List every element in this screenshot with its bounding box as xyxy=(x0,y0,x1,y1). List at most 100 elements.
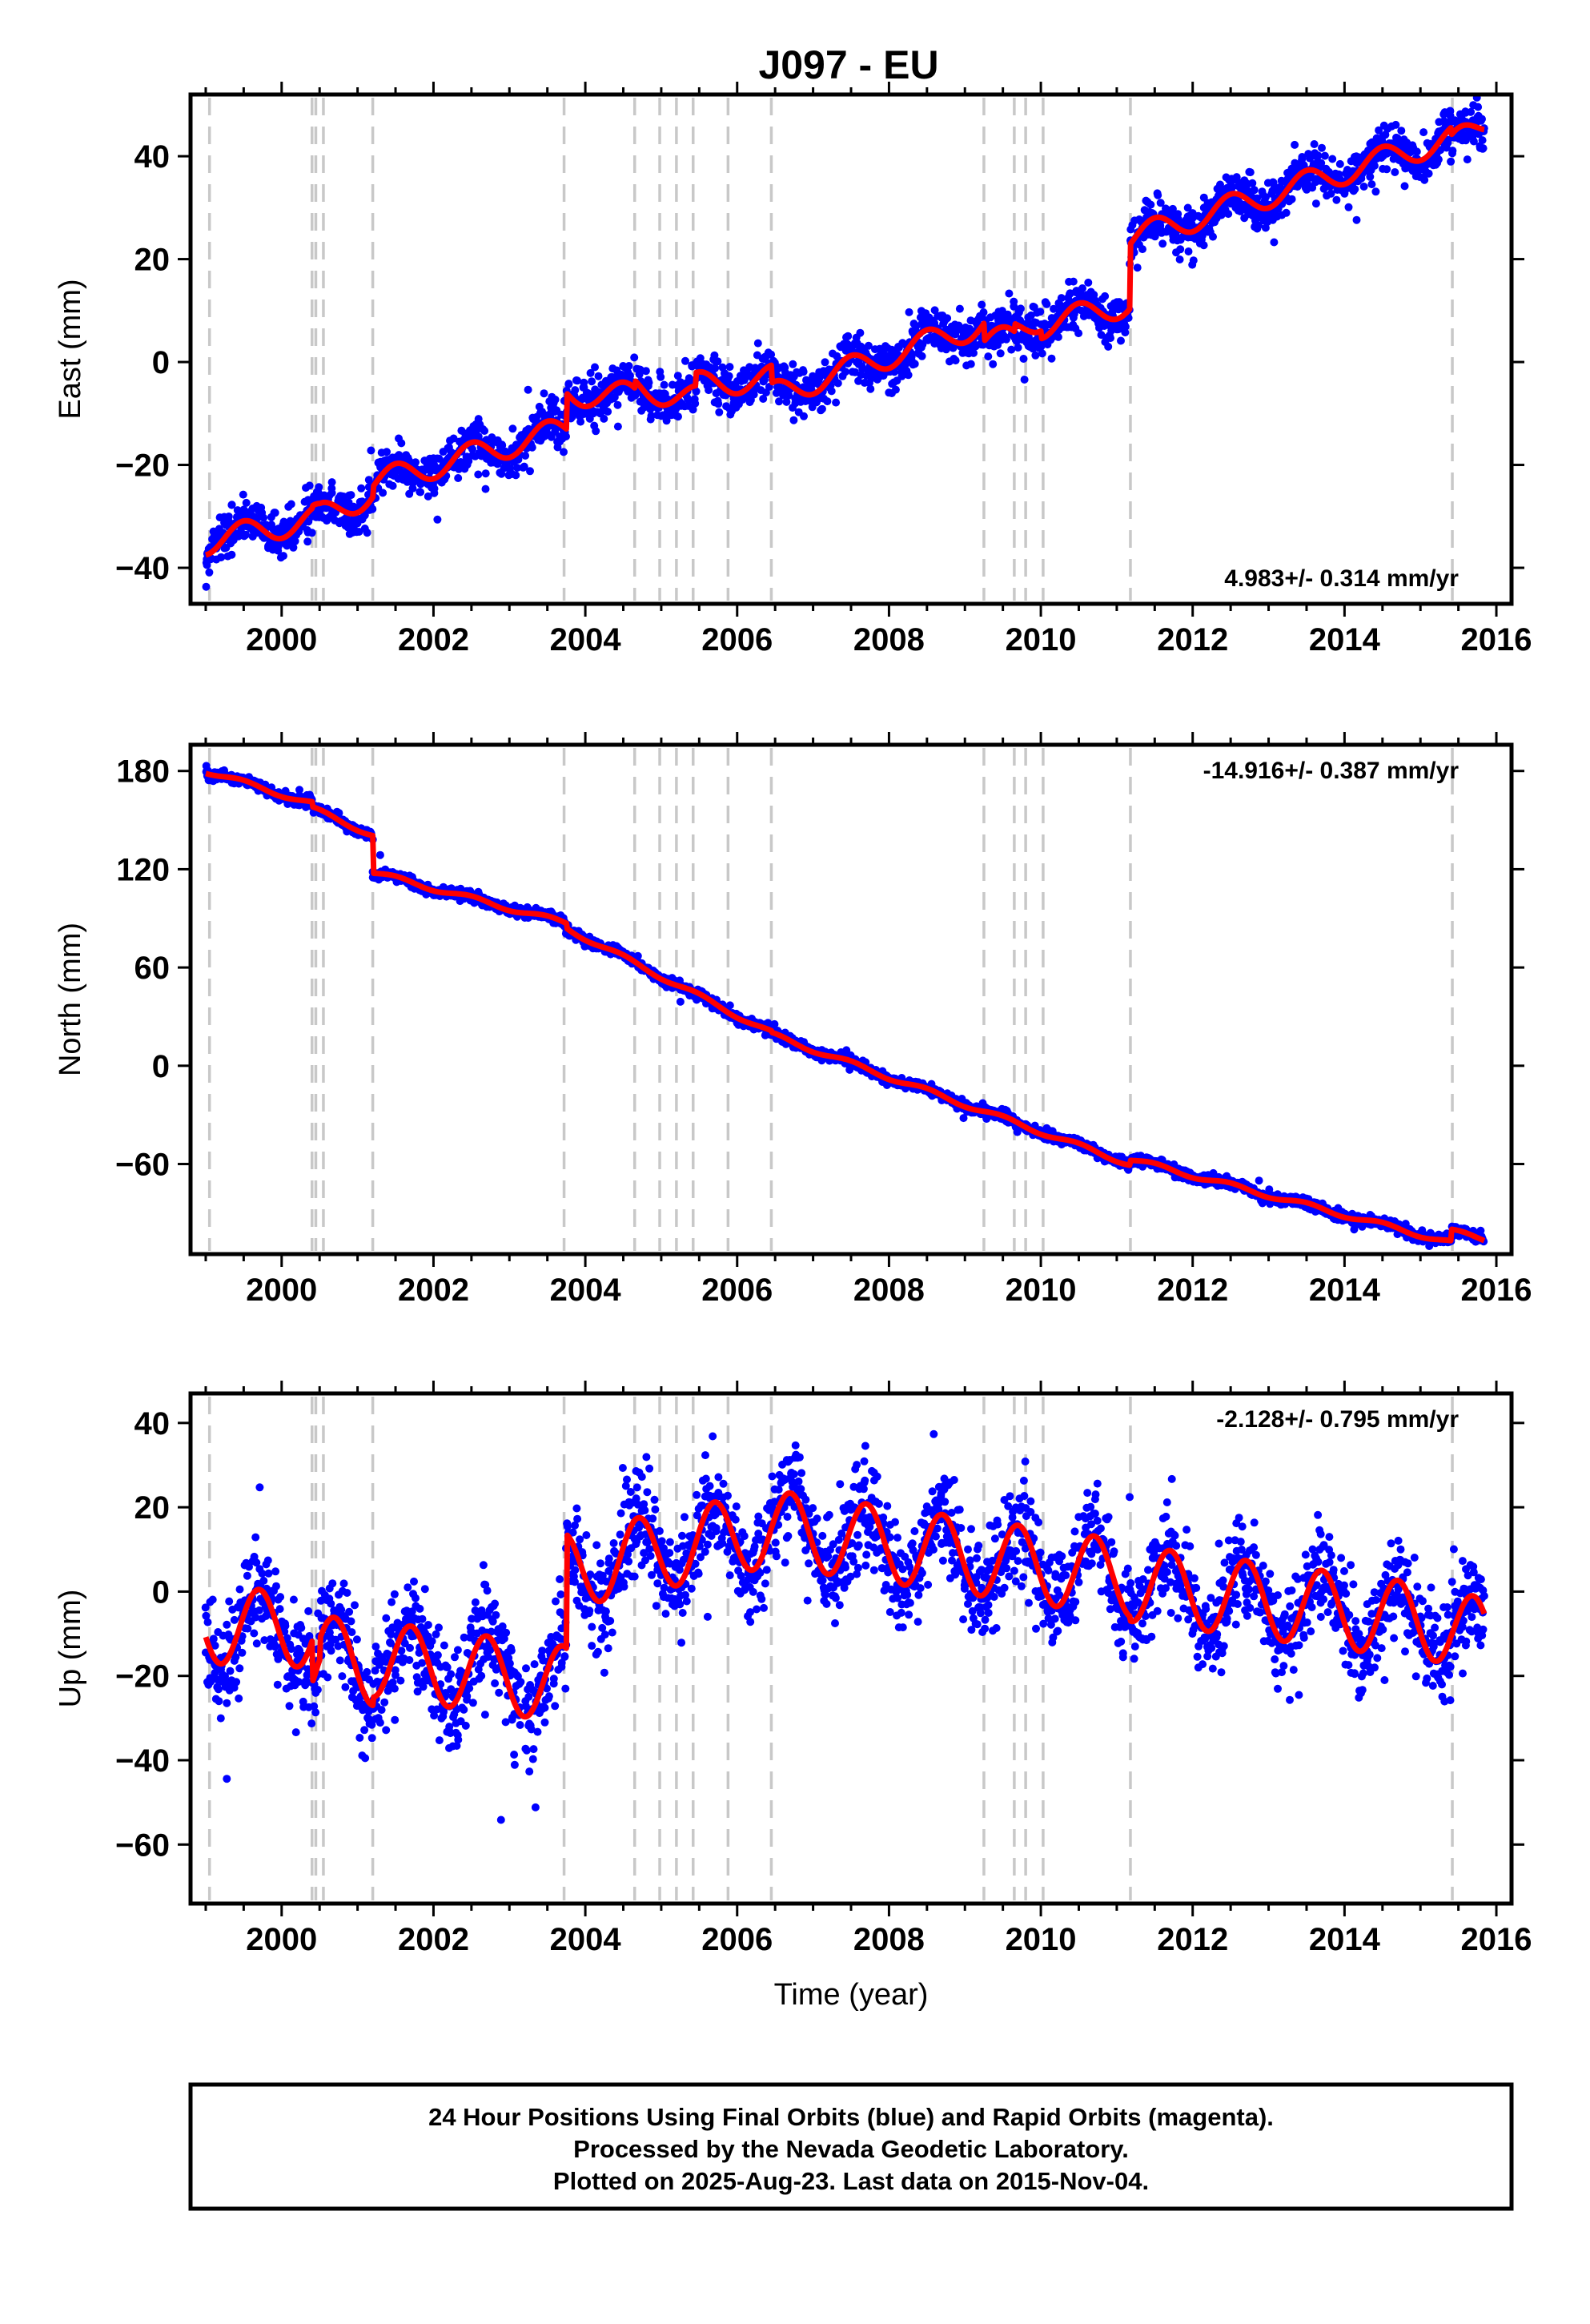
data-point xyxy=(1232,175,1241,184)
data-point xyxy=(480,427,489,435)
y-tick-label: −40 xyxy=(115,551,170,586)
data-point xyxy=(573,376,581,385)
panel-east: 2000 2002 2004 2006 2008 2010 2012 2014 2016−40−… xyxy=(54,82,1532,657)
data-point xyxy=(1282,208,1291,217)
data-point xyxy=(584,389,592,398)
data-point xyxy=(588,377,596,386)
data-point xyxy=(1478,136,1487,145)
data-point xyxy=(1412,147,1421,156)
data-point xyxy=(685,396,693,404)
data-point xyxy=(1478,115,1486,123)
data-point xyxy=(203,561,211,569)
data-point xyxy=(560,448,568,456)
data-point xyxy=(239,490,247,499)
x-tick-label: 2010 xyxy=(1006,622,1077,657)
data-point xyxy=(1174,210,1182,219)
data-point xyxy=(568,412,576,421)
data-point xyxy=(1328,155,1337,163)
data-point xyxy=(1168,204,1177,213)
data-point xyxy=(1335,159,1344,168)
data-point xyxy=(1400,182,1409,191)
data-point xyxy=(656,372,665,381)
data-point xyxy=(227,550,236,559)
data-point xyxy=(821,358,829,367)
data-point xyxy=(1419,128,1428,137)
data-point xyxy=(1352,215,1361,224)
data-point xyxy=(904,371,913,380)
y-tick-label: 20 xyxy=(135,243,171,278)
data-point xyxy=(1050,304,1058,313)
data-point xyxy=(1038,349,1046,358)
data-point xyxy=(641,367,650,376)
data-point xyxy=(1351,185,1359,194)
data-points xyxy=(202,762,1488,1250)
data-point xyxy=(1074,329,1083,338)
data-point xyxy=(1434,155,1443,164)
data-point xyxy=(397,439,406,448)
data-point xyxy=(696,354,705,363)
data-point xyxy=(1042,300,1051,308)
data-point xyxy=(1420,175,1429,184)
data-point xyxy=(725,363,734,372)
data-point xyxy=(1320,151,1329,160)
data-point xyxy=(1270,238,1279,247)
model-line xyxy=(203,122,1487,558)
data-point xyxy=(1209,232,1217,241)
data-point xyxy=(970,348,978,357)
data-point xyxy=(1031,351,1040,360)
data-point xyxy=(363,529,371,537)
data-point xyxy=(551,396,560,404)
data-point xyxy=(416,488,425,497)
data-point xyxy=(1084,278,1093,287)
data-point xyxy=(917,352,926,360)
x-tick-label: 2006 xyxy=(701,622,773,657)
data-point xyxy=(315,483,323,492)
data-point xyxy=(1443,139,1452,147)
data-point xyxy=(662,416,671,425)
data-point xyxy=(711,364,720,372)
data-point xyxy=(725,1001,734,1010)
data-point xyxy=(600,414,608,423)
data-point xyxy=(1318,143,1326,152)
data-point xyxy=(524,385,532,394)
data-point xyxy=(287,500,295,509)
data-point xyxy=(1154,191,1162,199)
data-point xyxy=(1317,159,1326,167)
data-point xyxy=(1138,245,1146,254)
data-point xyxy=(713,357,722,366)
data-point xyxy=(1255,1176,1263,1185)
data-point xyxy=(1448,147,1457,155)
data-point xyxy=(259,513,268,522)
data-point xyxy=(789,360,797,368)
data-point xyxy=(289,543,298,552)
data-point xyxy=(1391,120,1400,129)
data-point xyxy=(1183,203,1192,212)
data-point xyxy=(449,434,458,443)
data-point xyxy=(1121,322,1130,331)
step-lines xyxy=(207,748,1454,1251)
data-point xyxy=(856,328,865,337)
data-point xyxy=(468,444,476,453)
data-point xyxy=(966,360,975,368)
data-point xyxy=(1106,334,1114,343)
data-point xyxy=(1447,157,1455,166)
data-point xyxy=(832,398,841,407)
x-tick-label: 2002 xyxy=(398,622,469,657)
data-point xyxy=(1036,308,1045,316)
data-point xyxy=(644,376,652,384)
data-point xyxy=(681,356,689,365)
data-point xyxy=(1176,245,1185,254)
data-point xyxy=(1359,183,1368,191)
panel-north: 2000 2002 2004 2006 2008 2010 2012 2014 2016−600… xyxy=(54,732,1532,1308)
data-point xyxy=(1121,328,1130,337)
data-point xyxy=(217,553,226,561)
data-point xyxy=(767,350,776,359)
data-point xyxy=(430,485,439,493)
x-tick-label: 2016 xyxy=(1461,622,1532,657)
data-point xyxy=(1101,292,1110,300)
data-point xyxy=(984,352,993,361)
data-point xyxy=(592,427,600,436)
data-point xyxy=(1020,376,1029,384)
data-point xyxy=(989,360,998,368)
data-point xyxy=(1344,203,1353,211)
